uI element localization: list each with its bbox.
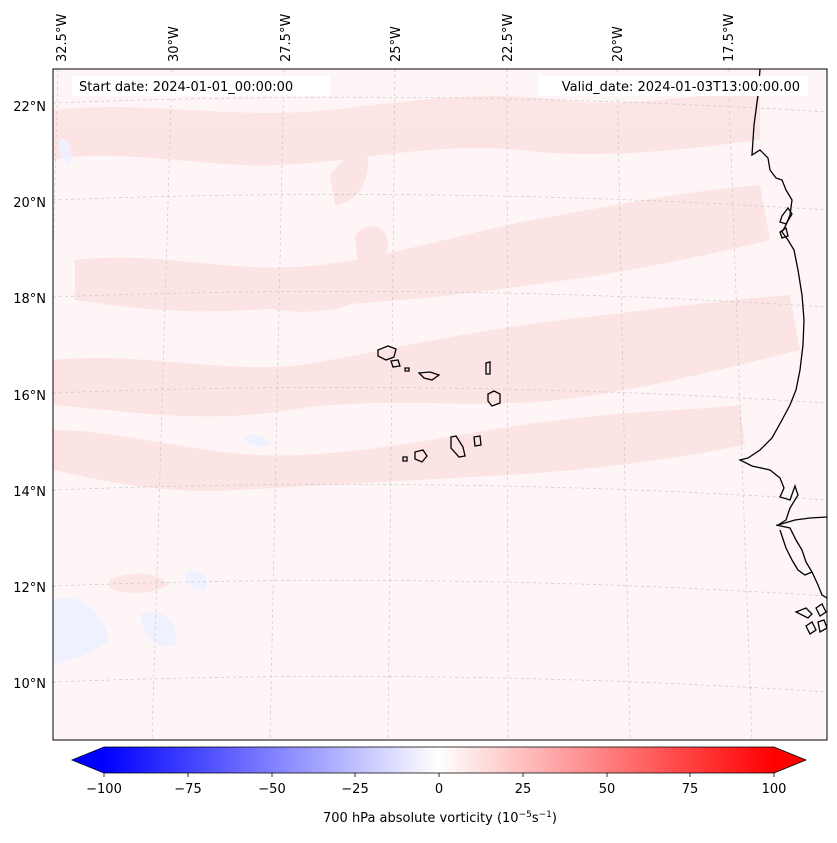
lat-label: 22°N <box>13 100 46 115</box>
positive-vorticity-contours <box>53 94 800 593</box>
colorbar-tick-label: −50 <box>258 782 285 797</box>
start-date-label: Start date: 2024-01-01_00:00:00 <box>79 80 293 95</box>
valid-date-box <box>538 76 808 96</box>
lat-label: 18°N <box>13 292 46 307</box>
island-sao-nicolau <box>417 371 441 381</box>
colorbar-title-exp1: −5 <box>519 810 532 820</box>
colorbar-tick-label: −75 <box>174 782 201 797</box>
colorbar-low-extension <box>72 747 104 773</box>
colorbar-high-extension <box>774 747 806 773</box>
colorbar-title-mid: s <box>532 811 539 826</box>
lon-label: 17.5°W <box>722 14 737 62</box>
colorbar-title-end: ) <box>552 811 557 826</box>
lon-label: 25°W <box>389 26 404 62</box>
lat-label: 12°N <box>13 581 46 596</box>
lon-label: 30°W <box>167 26 182 62</box>
colorbar-tick-labels: −100 −75 −50 −25 0 25 50 75 100 <box>86 782 786 797</box>
lon-label: 32.5°W <box>55 14 70 62</box>
colorbar: −100 −75 −50 −25 0 25 50 75 100 700 hPa … <box>70 746 808 826</box>
start-date-box <box>72 76 330 96</box>
colorbar-tick-label: −25 <box>341 782 368 797</box>
negative-vorticity-contours <box>53 139 269 665</box>
island-brava <box>402 456 408 462</box>
island-santiago <box>450 435 466 458</box>
lat-label: 20°N <box>13 196 46 211</box>
island-santa-luzia <box>404 367 410 372</box>
colorbar-title-exp2: −1 <box>539 810 552 820</box>
lon-label: 27.5°W <box>279 14 294 62</box>
island-sal <box>485 361 491 375</box>
lat-label: 10°N <box>13 677 46 692</box>
lon-label: 20°W <box>611 26 626 62</box>
colorbar-tick-label: 0 <box>435 782 443 797</box>
cape-verde-islands <box>377 345 501 463</box>
island-fogo <box>414 449 428 463</box>
graticule <box>53 69 827 740</box>
longitude-labels: 32.5°W 30°W 27.5°W 25°W 22.5°W 20°W 17.5… <box>55 14 737 62</box>
island-sao-vicente <box>390 359 401 368</box>
colorbar-tick-label: 25 <box>515 782 532 797</box>
island-boa-vista <box>487 390 501 407</box>
island-maio <box>473 435 482 447</box>
colorbar-title: 700 hPa absolute vorticity (10−5s−1) <box>323 810 557 826</box>
colorbar-tick-label: 100 <box>762 782 787 797</box>
lat-label: 14°N <box>13 485 46 500</box>
island-santo-antao <box>377 345 397 361</box>
lon-label: 22.5°W <box>501 14 516 62</box>
colorbar-gradient <box>104 747 774 773</box>
colorbar-tick-label: 50 <box>599 782 616 797</box>
map-frame <box>52 68 828 741</box>
valid-date-label: Valid_date: 2024-01-03T13:00:00.00 <box>562 80 800 95</box>
colorbar-title-main: 700 hPa absolute vorticity (10 <box>323 811 519 826</box>
colorbar-tick-label: −100 <box>86 782 122 797</box>
colorbar-tick-label: 75 <box>682 782 699 797</box>
latitude-labels: 22°N 20°N 18°N 16°N 14°N 12°N 10°N <box>13 100 46 692</box>
colorbar-ticks <box>103 773 775 777</box>
lat-label: 16°N <box>13 389 46 404</box>
west-africa-coastline <box>738 69 827 635</box>
map-panel[interactable]: Start date: 2024-01-01_00:00:00 Valid_da… <box>40 69 827 740</box>
